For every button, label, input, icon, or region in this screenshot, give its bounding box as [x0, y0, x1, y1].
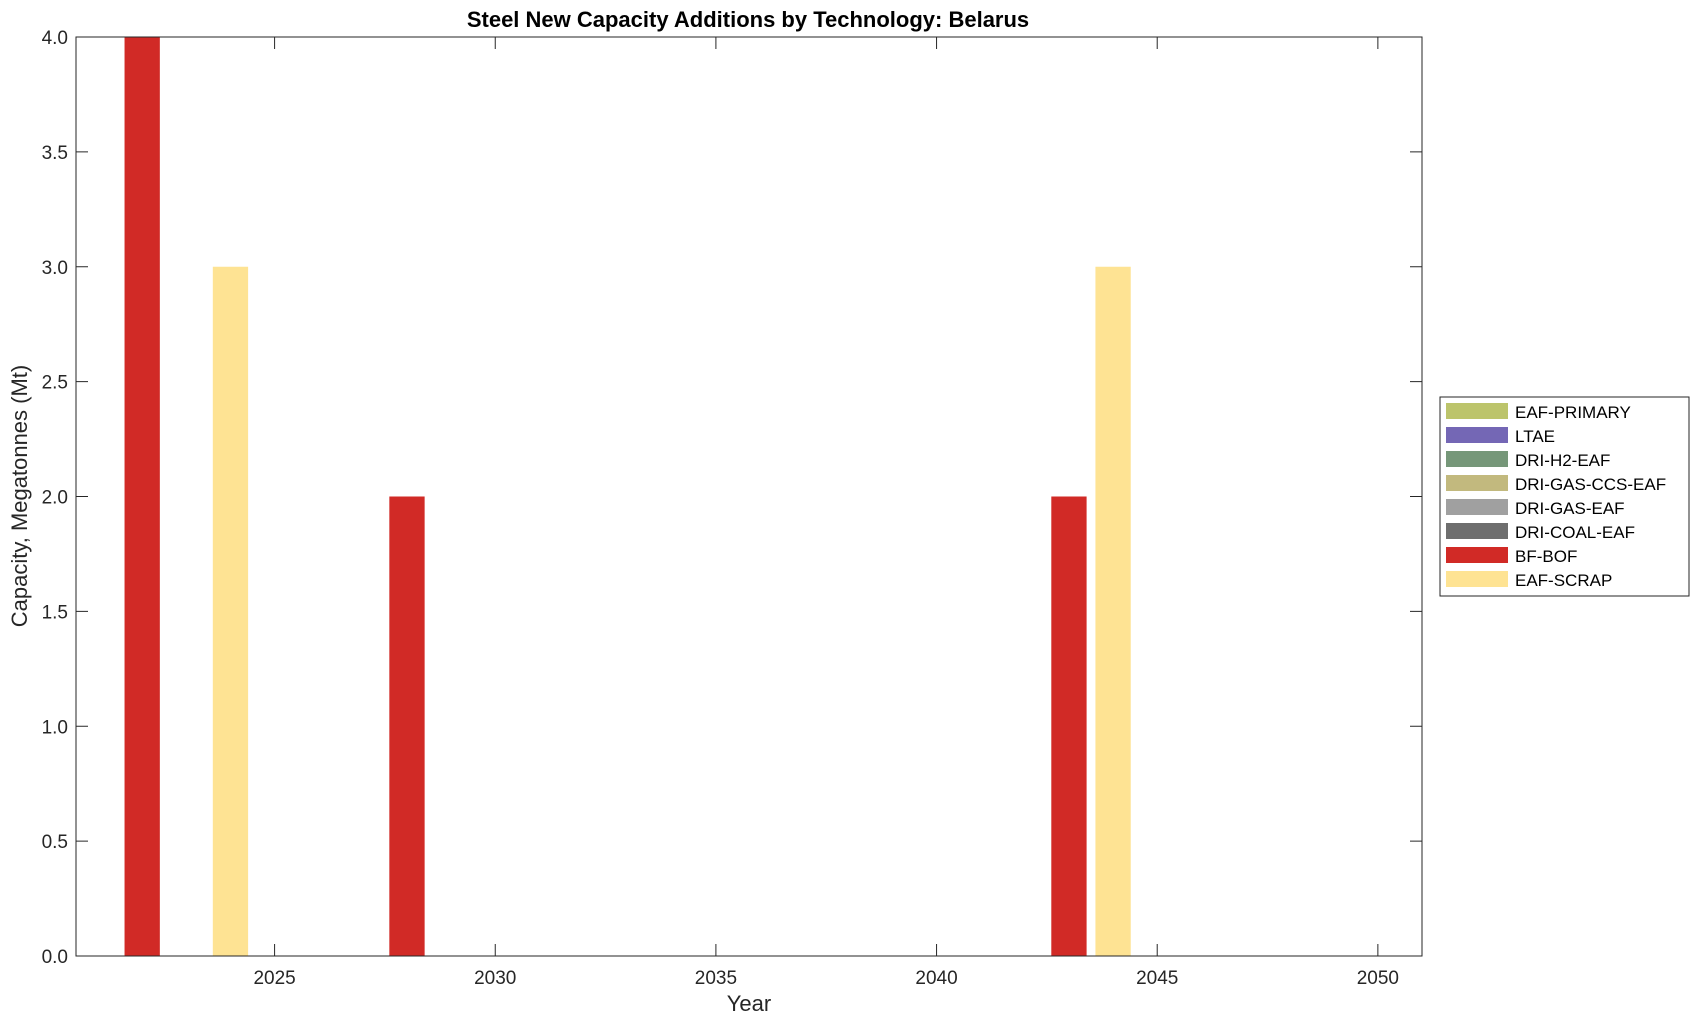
x-tick-label: 2040 — [915, 968, 957, 989]
legend: EAF-PRIMARY LTAE DRI-H2-EAF DRI-GAS-CCS-EAF… — [1439, 396, 1690, 597]
legend-swatch-ltae — [1446, 427, 1508, 443]
bars-layer — [124, 37, 1131, 956]
legend-swatch-bf-bof — [1446, 547, 1508, 563]
legend-swatch-eaf-primary — [1446, 403, 1508, 419]
bar-eaf-scrap-2044 — [1095, 266, 1131, 956]
plot-area-frame — [75, 36, 1423, 957]
legend-swatch-dri-h2-eaf — [1446, 451, 1508, 467]
y-tick-label: 4.0 — [42, 28, 68, 49]
x-tick-labels: 2025 2030 2035 2040 2045 2050 — [253, 968, 1399, 989]
legend-label-eaf-primary: EAF-PRIMARY — [1515, 403, 1631, 422]
x-axis-label: Year — [727, 991, 771, 1016]
legend-label-dri-coal-eaf: DRI-COAL-EAF — [1515, 523, 1635, 542]
y-axis-label: Capacity, Megatonnes (Mt) — [7, 365, 32, 627]
y-tick-label: 1.5 — [42, 602, 68, 623]
x-tick-label: 2035 — [695, 968, 737, 989]
legend-label-dri-gas-eaf: DRI-GAS-EAF — [1515, 499, 1625, 518]
legend-label-dri-gas-ccs-eaf: DRI-GAS-CCS-EAF — [1515, 475, 1666, 494]
bar-eaf-scrap-2024 — [212, 266, 249, 956]
y-tick-label: 2.0 — [42, 488, 68, 509]
x-tick-label: 2050 — [1357, 968, 1399, 989]
y-tick-label: 2.5 — [42, 373, 68, 394]
legend-swatch-eaf-scrap — [1446, 571, 1508, 587]
legend-box — [1439, 396, 1690, 597]
legend-swatch-dri-gas-ccs-eaf — [1446, 475, 1508, 491]
ticks-layer — [76, 36, 1422, 957]
x-tick-label: 2025 — [253, 968, 295, 989]
legend-label-dri-h2-eaf: DRI-H2-EAF — [1515, 451, 1610, 470]
y-tick-label: 3.0 — [42, 258, 68, 279]
x-tick-label: 2030 — [474, 968, 516, 989]
legend-swatch-dri-gas-eaf — [1446, 499, 1508, 515]
chart-title: Steel New Capacity Additions by Technolo… — [467, 7, 1029, 32]
legend-label-ltae: LTAE — [1515, 427, 1555, 446]
y-tick-labels: 0.0 0.5 1.0 1.5 2.0 2.5 3.0 3.5 4.0 — [42, 28, 68, 968]
legend-label-eaf-scrap: EAF-SCRAP — [1515, 571, 1612, 590]
bar-bf-bof-2022 — [124, 37, 160, 956]
y-tick-label: 3.5 — [42, 143, 68, 164]
y-tick-label: 0.0 — [42, 947, 68, 968]
legend-swatch-dri-coal-eaf — [1446, 523, 1508, 539]
bar-bf-bof-2028 — [389, 496, 425, 956]
y-tick-label: 1.0 — [42, 717, 68, 738]
y-tick-label: 0.5 — [42, 832, 68, 853]
legend-label-bf-bof: BF-BOF — [1515, 547, 1577, 566]
bar-bf-bof-2043 — [1051, 496, 1087, 956]
x-tick-label: 2045 — [1136, 968, 1178, 989]
